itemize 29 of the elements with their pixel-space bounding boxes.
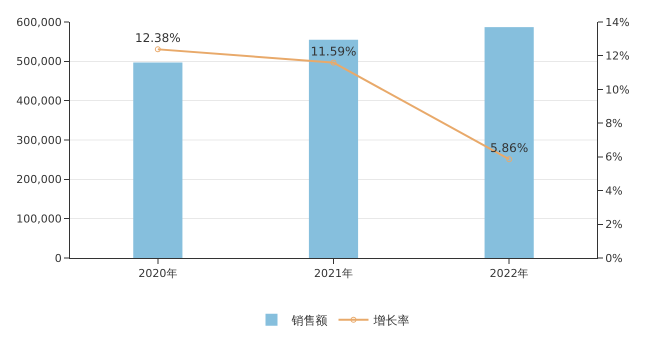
- y-tick-label: 100,000: [16, 212, 62, 226]
- point: [330, 60, 336, 66]
- point: [506, 156, 512, 162]
- legend-label: 增长率: [372, 313, 410, 328]
- x-tick-label: 2021年: [314, 267, 353, 280]
- bar: [484, 27, 534, 258]
- y-tick-label: 600,000: [16, 16, 62, 29]
- y-tick-label: 500,000: [16, 55, 62, 68]
- data-label: 11.59%: [310, 44, 356, 59]
- y-tick-label: 300,000: [16, 134, 62, 147]
- bar: [133, 62, 182, 258]
- y2-tick-label: 12%: [605, 50, 630, 63]
- x-tick-label: 2020年: [138, 267, 178, 280]
- y-tick-label: 0: [54, 252, 62, 265]
- x-tick-label: 2022年: [490, 267, 529, 280]
- y2-tick-label: 2%: [605, 218, 623, 232]
- y-tick-label: 400,000: [16, 94, 62, 108]
- y2-tick-label: 8%: [605, 116, 623, 130]
- y2-tick-label: 14%: [605, 16, 630, 29]
- y2-tick-label: 4%: [605, 184, 623, 198]
- bar: [308, 40, 358, 258]
- y2-tick-label: 6%: [605, 150, 623, 164]
- y-tick-label: 200,000: [16, 173, 62, 186]
- data-label: 12.38%: [134, 31, 181, 46]
- y2-tick-label: 0%: [605, 252, 623, 265]
- data-label: 5.86%: [490, 141, 528, 156]
- legend-label: 销售额: [290, 313, 328, 328]
- point: [154, 46, 161, 52]
- y2-tick-label: 10%: [605, 83, 630, 96]
